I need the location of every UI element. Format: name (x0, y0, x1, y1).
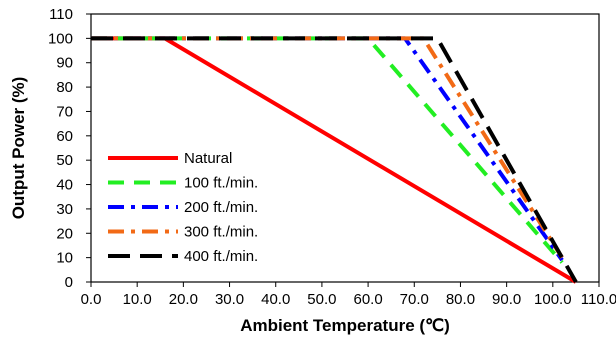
x-tick-label: 80.0 (446, 291, 475, 308)
x-tick-label: 70.0 (400, 291, 429, 308)
x-axis-ticks: 0.0 10.0 20.0 30.0 40.0 50.0 60.0 70.0 80.0 90.0 1… (81, 282, 616, 308)
legend-label: 200 ft./min. (184, 199, 258, 216)
y-tick-label: 70 (56, 103, 73, 120)
x-tick-label: 60.0 (353, 291, 382, 308)
legend-label: 300 ft./min. (184, 224, 258, 241)
legend-label: 100 ft./min. (184, 175, 258, 192)
y-tick-label: 40 (56, 177, 73, 194)
plot-area-frame (90, 13, 600, 283)
x-tick-label: 30.0 (215, 291, 244, 308)
y-tick-label: 0 (65, 274, 73, 291)
series-line-5 (91, 36, 578, 283)
y-tick-label: 90 (56, 55, 73, 72)
legend: Natural 100 ft./min. 200 ft./min. 300 ft./m… (108, 150, 258, 265)
x-tick-label: 10.0 (123, 291, 152, 308)
series-layer (91, 36, 578, 284)
y-axis-title: Output Power (%) (9, 77, 28, 220)
y-tick-label: 80 (56, 79, 73, 96)
x-axis-title: Ambient Temperature (℃) (240, 316, 450, 335)
legend-label: Natural (184, 150, 232, 167)
y-tick-label: 50 (56, 152, 73, 169)
x-tick-label: 90.0 (492, 291, 521, 308)
y-axis-ticks: 0 10 20 30 40 50 60 70 80 90 100 110 (48, 6, 91, 291)
y-tick-label: 100 (48, 30, 73, 47)
x-tick-label: 100.0 (534, 291, 572, 308)
x-tick-label: 0.0 (81, 291, 102, 308)
x-tick-label: 20.0 (169, 291, 198, 308)
x-tick-label: 110.0 (581, 291, 616, 308)
legend-label: 400 ft./min. (184, 248, 258, 265)
y-tick-label: 20 (56, 225, 73, 242)
x-tick-label: 40.0 (261, 291, 290, 308)
x-tick-label: 50.0 (307, 291, 336, 308)
y-tick-label: 30 (56, 201, 73, 218)
y-tick-label: 110 (49, 6, 73, 23)
y-tick-label: 60 (56, 128, 73, 145)
y-tick-label: 10 (56, 250, 73, 267)
